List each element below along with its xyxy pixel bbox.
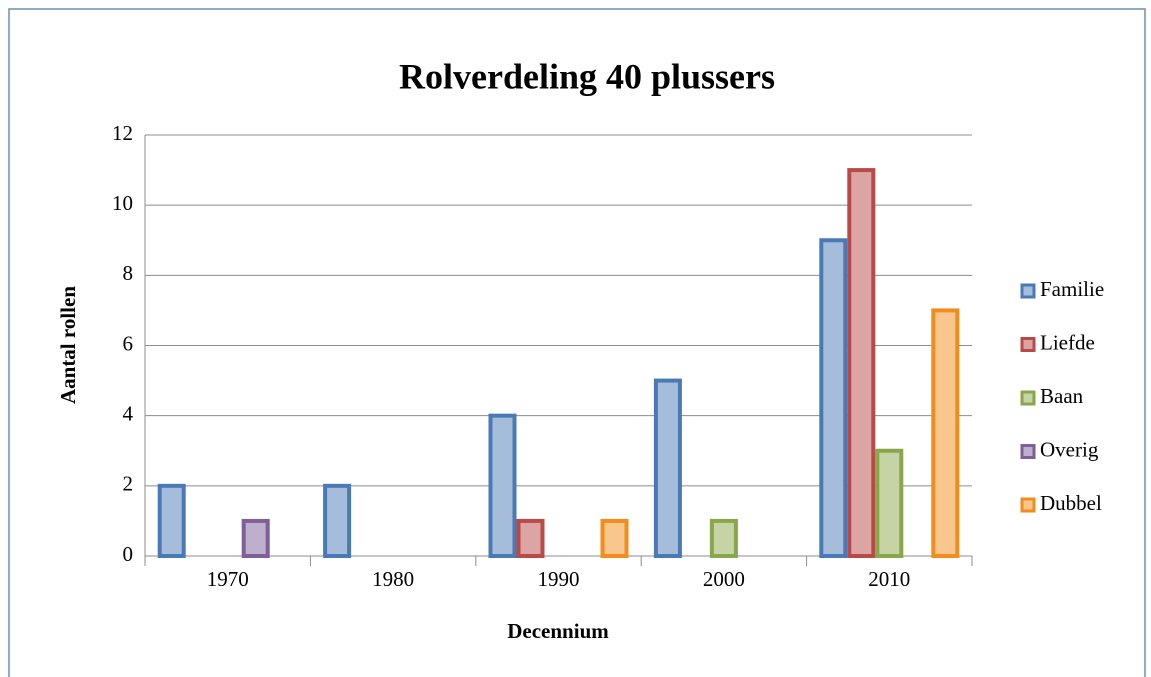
legend-label: Baan [1040, 384, 1084, 408]
x-tick-label: 2000 [703, 567, 745, 591]
y-tick-label: 8 [123, 261, 134, 285]
y-tick-label: 12 [112, 121, 133, 145]
bar [157, 483, 186, 559]
bar [600, 518, 629, 559]
bar [323, 483, 352, 559]
x-tick-label: 1970 [207, 567, 249, 591]
legend-swatch [1020, 390, 1036, 406]
x-tick-label: 2010 [868, 567, 910, 591]
bar [709, 518, 738, 559]
bar [653, 378, 682, 559]
x-tick-label: 1980 [372, 567, 414, 591]
legend-label: Overig [1040, 437, 1099, 461]
legend-swatch [1020, 337, 1036, 352]
y-tick-label: 4 [123, 401, 134, 425]
legend-label: Liefde [1040, 330, 1095, 354]
bar [241, 518, 270, 559]
y-tick-label: 2 [123, 472, 134, 496]
bar [516, 518, 545, 559]
y-tick-label: 6 [123, 331, 134, 355]
legend-swatch [1020, 283, 1036, 299]
x-axis-title: Decennium [507, 619, 609, 643]
legend-label: Familie [1040, 277, 1104, 301]
bar [875, 448, 904, 558]
y-tick-label: 0 [123, 542, 134, 566]
chart-title: Rolverdeling 40 plussers [399, 56, 775, 96]
bar [488, 413, 517, 558]
legend-label: Dubbel [1040, 491, 1102, 515]
x-tick-label: 1990 [538, 567, 580, 591]
bar [931, 308, 960, 558]
legend-swatch [1020, 444, 1036, 459]
bar [847, 168, 876, 558]
y-axis-title: Aantal rollen [56, 286, 80, 404]
bar [819, 238, 848, 558]
legend-swatch [1020, 497, 1036, 513]
y-tick-label: 10 [112, 191, 133, 215]
frame [8, 8, 1146, 677]
